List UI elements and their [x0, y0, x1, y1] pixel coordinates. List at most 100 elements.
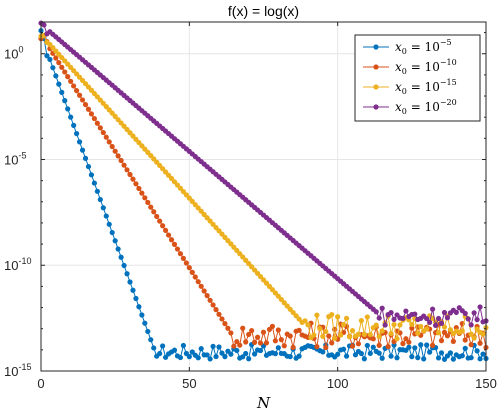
data-point [210, 343, 216, 349]
x-tick-label: 50 [182, 376, 196, 391]
axes [40, 21, 487, 372]
data-point [361, 356, 367, 362]
data-point [287, 354, 293, 360]
data-point [139, 190, 145, 196]
data-point [207, 356, 213, 362]
data-point [415, 355, 421, 361]
data-point [459, 328, 465, 334]
data-point [133, 181, 139, 187]
data-point [100, 205, 106, 211]
data-point [409, 354, 415, 360]
x-tick-label: 0 [37, 376, 44, 391]
data-point [314, 344, 320, 350]
data-point [198, 283, 204, 289]
data-point [424, 326, 430, 332]
data-point [76, 92, 83, 98]
data-point [195, 279, 201, 285]
data-point [228, 330, 234, 336]
data-point [151, 345, 157, 351]
data-point [79, 147, 86, 153]
data-point [323, 344, 329, 351]
data-point [53, 73, 59, 79]
data-point [260, 329, 267, 335]
data-point [246, 356, 252, 362]
data-point [415, 330, 421, 336]
data-point [56, 60, 62, 66]
data-point [139, 312, 145, 318]
data-point [341, 321, 347, 328]
data-point [145, 328, 151, 335]
data-point [471, 310, 477, 316]
data-point [409, 325, 415, 331]
data-point [97, 196, 103, 203]
data-point [213, 307, 219, 313]
data-point [154, 213, 160, 220]
data-point [160, 343, 166, 349]
data-point [388, 309, 394, 316]
data-point [180, 255, 186, 261]
data-point [447, 350, 453, 356]
data-point [219, 350, 225, 356]
data-point [376, 334, 382, 340]
data-point [127, 279, 133, 285]
data-point [349, 343, 356, 349]
data-point [400, 315, 406, 322]
data-point [430, 342, 436, 348]
data-point [118, 254, 124, 260]
data-point [459, 353, 465, 359]
data-point [441, 329, 448, 335]
legend-entry: x0 = 10−15 [363, 78, 457, 96]
data-point [305, 322, 311, 328]
data-point [148, 337, 154, 343]
data-point [468, 342, 474, 348]
data-point [388, 330, 394, 337]
data-point [346, 334, 353, 340]
data-point [406, 339, 412, 345]
data-point [281, 343, 287, 349]
data-point [450, 338, 456, 344]
data-point [468, 322, 474, 328]
data-point [249, 328, 255, 334]
data-point [243, 350, 249, 357]
data-point [59, 89, 65, 95]
data-point [421, 356, 427, 362]
data-point [435, 315, 442, 322]
data-point [394, 355, 400, 361]
data-point [438, 350, 445, 356]
data-point [441, 356, 448, 362]
data-point [349, 328, 356, 334]
data-point [118, 157, 124, 164]
data-point [44, 53, 50, 59]
x-tick-label: 150 [475, 376, 497, 391]
data-point [323, 328, 329, 335]
data-point [94, 120, 100, 126]
data-point [74, 88, 80, 94]
data-point [358, 318, 364, 324]
data-point [246, 331, 252, 338]
data-point [480, 331, 486, 337]
data-point [444, 333, 451, 339]
data-point [88, 172, 95, 178]
data-point [109, 143, 115, 150]
data-point [240, 354, 246, 360]
data-point [435, 355, 442, 361]
legend-entry: x0 = 10−10 [363, 58, 457, 76]
data-point [382, 322, 388, 328]
data-point [355, 341, 362, 347]
data-point [385, 344, 391, 350]
data-point [418, 342, 424, 348]
data-point [474, 317, 480, 323]
data-point [465, 316, 471, 322]
data-point [272, 338, 278, 344]
data-point [388, 353, 394, 359]
chart-title: f(x) = log(x) [228, 3, 299, 19]
data-point [290, 344, 296, 350]
data-point [76, 139, 83, 145]
data-point [272, 351, 278, 357]
data-point [438, 320, 445, 327]
data-point [157, 218, 163, 224]
data-point [427, 319, 433, 325]
data-point [335, 351, 341, 357]
data-point [163, 227, 169, 234]
legend-marker [373, 44, 379, 50]
